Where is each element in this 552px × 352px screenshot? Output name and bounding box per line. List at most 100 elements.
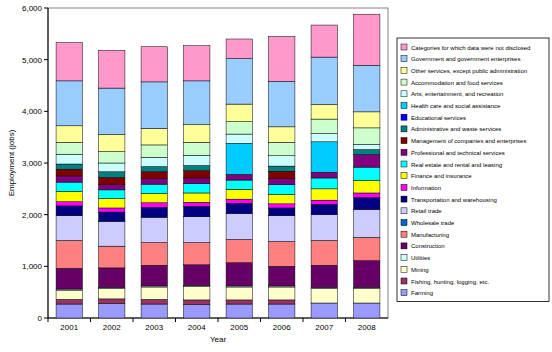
bar-segment: [184, 81, 210, 125]
legend-label: Information: [411, 185, 441, 191]
bar-segment: [141, 299, 167, 304]
bar-segment: [56, 202, 82, 206]
bar-segment: [184, 206, 210, 216]
bar-segment: [99, 289, 125, 299]
bar-segment: [141, 179, 167, 185]
legend-swatch: [401, 208, 407, 214]
bar-segment: [99, 163, 125, 172]
bar-segment: [269, 242, 295, 267]
y-axis: [48, 8, 49, 318]
bar-segment: [354, 155, 380, 167]
bar-segment: [226, 39, 252, 59]
bar-segment: [141, 243, 167, 266]
bar-segment: [184, 142, 210, 155]
bar-segment: [311, 105, 337, 119]
legend-label: Other services, except public administra…: [411, 68, 527, 74]
legend-swatch: [401, 243, 407, 249]
bar-segment: [56, 154, 82, 164]
bar-segment: [99, 199, 125, 208]
bar-segment: [354, 167, 380, 180]
legend-swatch: [401, 114, 407, 120]
bar-segment: [184, 178, 210, 184]
bar-segment: [99, 172, 125, 178]
y-tick: [44, 318, 48, 319]
bar-segment: [99, 212, 125, 221]
bars: [56, 14, 380, 318]
bar-segment: [141, 167, 167, 172]
bar-segment: [56, 126, 82, 143]
bar-segment: [56, 142, 82, 154]
bar-segment: [141, 157, 167, 166]
bar-segment: [354, 128, 380, 145]
bar-segment: [311, 289, 337, 303]
x-tick: [48, 318, 49, 322]
legend-swatch: [401, 67, 407, 73]
bar-segment: [354, 261, 380, 288]
bar-segment: [354, 198, 380, 210]
bar-segment: [99, 88, 125, 135]
bar-segment: [141, 172, 167, 179]
x-tick-label: 2006: [273, 323, 291, 332]
legend-swatch: [401, 173, 407, 179]
bar-segment: [99, 190, 125, 199]
plot-frame: [48, 8, 388, 318]
legend-swatch: [401, 290, 407, 296]
x-tick-label: 2007: [315, 323, 333, 332]
x-tick: [345, 318, 346, 322]
y-tick-label: 5,000: [22, 56, 43, 65]
bar-segment: [184, 243, 210, 265]
x-tick: [175, 318, 176, 322]
bar-segment: [226, 239, 252, 262]
bar-segment: [99, 50, 125, 88]
y-tick: [44, 266, 48, 267]
chart: 01,0002,0003,0004,0005,0006,000200120022…: [0, 0, 552, 352]
bar-segment: [141, 128, 167, 145]
bar-segment: [311, 265, 337, 287]
legend-label: Farming: [411, 290, 433, 296]
bar-segment: [141, 145, 167, 157]
legend-box: [397, 38, 549, 301]
bar-segment: [99, 304, 125, 318]
bar-segment: [226, 287, 252, 300]
bar-segment: [226, 59, 252, 104]
legend-swatch: [401, 196, 407, 202]
legend-swatch: [401, 255, 407, 261]
bar-segment: [184, 171, 210, 178]
legend-label: Fishing, hunting, logging, etc.: [411, 279, 489, 285]
x-tick-label: 2001: [60, 323, 78, 332]
bar-segment: [269, 195, 295, 204]
legend-label: Educational services: [411, 115, 466, 121]
bar-segment: [269, 216, 295, 242]
bar-segment: [311, 142, 337, 172]
bar-segment: [354, 144, 380, 149]
bar-segment: [354, 14, 380, 65]
y-tick-label: 6,000: [22, 4, 43, 13]
bar-segment: [269, 156, 295, 166]
bar-segment: [269, 304, 295, 318]
legend-swatch: [401, 266, 407, 272]
bar-segment: [184, 125, 210, 143]
bar-segment: [311, 25, 337, 57]
bar-segment: [56, 216, 82, 241]
legend-label: Categories for which data were not discl…: [411, 45, 530, 51]
bar-segment: [56, 304, 82, 318]
y-axis-label: Employment (jobs): [7, 129, 16, 196]
bar-segment: [226, 304, 252, 318]
bar-segment: [311, 178, 337, 189]
legend-swatch: [401, 91, 407, 97]
y-tick: [44, 111, 48, 112]
bar-segment: [226, 189, 252, 199]
bar-segment: [99, 299, 125, 304]
bar-segment: [99, 184, 125, 190]
bar-segment: [269, 300, 295, 304]
bar-segment: [99, 135, 125, 152]
legend-label: Health care and social assistance: [411, 103, 501, 109]
legend-swatch: [401, 103, 407, 109]
bar-segment: [56, 241, 82, 269]
bar-segment: [226, 203, 252, 213]
bar-segment: [354, 237, 380, 260]
y-tick: [44, 8, 48, 9]
bar-segment: [354, 210, 380, 238]
legend-label: Real estate and rental and leasing: [411, 162, 502, 168]
bar-segment: [56, 182, 82, 191]
